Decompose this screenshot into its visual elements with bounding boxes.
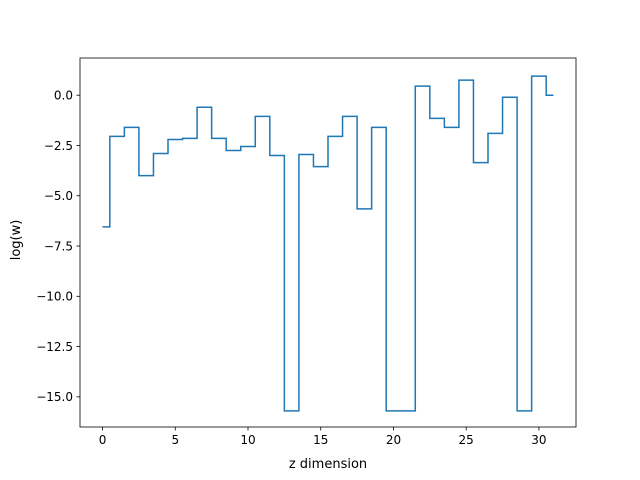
y-tick-label: −5.0	[44, 189, 73, 203]
y-tick-label: −15.0	[36, 390, 73, 404]
y-tick-label: 0.0	[54, 89, 73, 103]
y-tick-label: −10.0	[36, 290, 73, 304]
y-tick-label: −7.5	[44, 239, 73, 253]
x-axis-label: z dimension	[289, 457, 367, 472]
y-tick-label: −2.5	[44, 139, 73, 153]
axes-frame	[79, 57, 577, 428]
x-tick-label: 15	[313, 433, 328, 447]
series-line-0	[102, 75, 554, 412]
y-tick-label: −12.5	[36, 340, 73, 354]
x-axis-ticks: 0 5 10 15 20 25 30	[99, 427, 547, 447]
plot-area	[79, 57, 577, 428]
x-tick-label: 10	[240, 433, 255, 447]
x-tick-label: 0	[99, 433, 107, 447]
y-axis-ticks: 0.0 −2.5 −5.0 −7.5 −10.0 −12.5 −15.0	[36, 89, 80, 404]
x-tick-label: 25	[459, 433, 474, 447]
x-tick-label: 30	[531, 433, 546, 447]
x-tick-label: 5	[171, 433, 179, 447]
y-axis-label: log(w)	[9, 220, 24, 261]
x-tick-label: 20	[386, 433, 401, 447]
